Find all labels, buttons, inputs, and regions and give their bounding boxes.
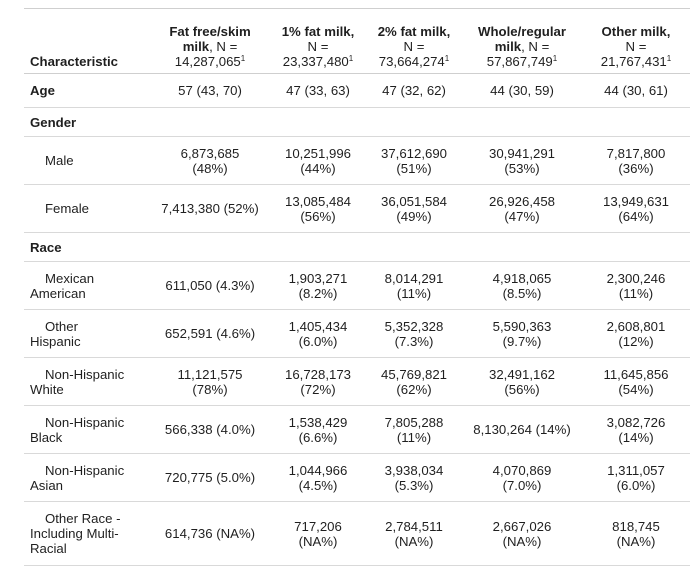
table-cell: 11,645,856 (54%): [582, 357, 690, 406]
footnote-mark: 1: [666, 54, 672, 63]
row-label: Non-Hispanic White: [24, 357, 150, 406]
table-cell: 2,667,026 (NA%): [462, 501, 582, 566]
table-cell: 57 (43, 70): [150, 73, 270, 108]
table-row: Other Hispanic 652,591 (4.6%) 1,405,434 (6.0…: [24, 309, 690, 358]
table-row: Other Race - Including Multi- Racial 614,73…: [24, 501, 690, 566]
table-row: Age 57 (43, 70) 47 (33, 63) 47 (32, 62) …: [24, 73, 690, 108]
header-whole-milk: Whole/regular milk, N = 57,867,7491: [462, 8, 582, 74]
row-label: Other Race - Including Multi- Racial: [24, 501, 150, 566]
table-cell: 2,784,511 (NA%): [366, 501, 462, 566]
section-row: Race: [24, 232, 690, 262]
table-cell: 2,300,246 (11%): [582, 261, 690, 310]
row-label: Non-Hispanic Black: [24, 405, 150, 454]
table-cell: 7,817,800 (36%): [582, 136, 690, 185]
header-other-milk: Other milk, N = 21,767,4311: [582, 8, 690, 74]
row-label: Female: [24, 184, 150, 233]
table-cell: 720,775 (5.0%): [150, 453, 270, 502]
table-cell: 7,413,380 (52%): [150, 184, 270, 233]
table-cell: 37,612,690 (51%): [366, 136, 462, 185]
header-characteristic: Characteristic: [24, 8, 150, 74]
table-cell: 818,745 (NA%): [582, 501, 690, 566]
table-cell: 4,918,065 (8.5%): [462, 261, 582, 310]
table-cell: 13,949,631 (64%): [582, 184, 690, 233]
table-cell: 47 (32, 62): [366, 73, 462, 108]
table-cell: 13,085,484 (56%): [270, 184, 366, 233]
table-row: Non-Hispanic White 11,121,575 (78%) 16,728,1…: [24, 357, 690, 406]
row-label: Other Hispanic: [24, 309, 150, 358]
table-cell: 26,926,458 (47%): [462, 184, 582, 233]
table-cell: 30,941,291 (53%): [462, 136, 582, 185]
table-cell: 36,051,584 (49%): [366, 184, 462, 233]
table-row: Non-Hispanic Black 566,338 (4.0%) 1,538,429…: [24, 405, 690, 454]
footnote-mark: 1: [348, 54, 354, 63]
table-cell: 1,903,271 (8.2%): [270, 261, 366, 310]
table-cell: 717,206 (NA%): [270, 501, 366, 566]
table-cell: 44 (30, 59): [462, 73, 582, 108]
table-row: Male 6,873,685 (48%) 10,251,996 (44%) 37,612,…: [24, 136, 690, 185]
table-cell: 3,938,034 (5.3%): [366, 453, 462, 502]
table-cell: 5,352,328 (7.3%): [366, 309, 462, 358]
table-row: Female 7,413,380 (52%) 13,085,484 (56%) 36,0…: [24, 184, 690, 233]
table-row: Non-Hispanic Asian 720,775 (5.0%) 1,044,966…: [24, 453, 690, 502]
table-cell: 611,050 (4.3%): [150, 261, 270, 310]
table-cell: 2,608,801 (12%): [582, 309, 690, 358]
section-label: Race: [24, 232, 150, 262]
header-fat-free-skim: Fat free/skim milk, N = 14,287,0651: [150, 8, 270, 74]
table-cell: 16,728,173 (72%): [270, 357, 366, 406]
header-2pct-milk: 2% fat milk, N = 73,664,2741: [366, 8, 462, 74]
row-label: Age: [24, 73, 150, 108]
table-cell: 47 (33, 63): [270, 73, 366, 108]
table-cell: 4,070,869 (7.0%): [462, 453, 582, 502]
table-cell: 5,590,363 (9.7%): [462, 309, 582, 358]
table-cell: 6,873,685 (48%): [150, 136, 270, 185]
table-cell: 8,130,264 (14%): [462, 405, 582, 454]
table-row: Mexican American 611,050 (4.3%) 1,903,271 (8…: [24, 261, 690, 310]
table-cell: 8,014,291 (11%): [366, 261, 462, 310]
table-cell: 652,591 (4.6%): [150, 309, 270, 358]
table-cell: 1,311,057 (6.0%): [582, 453, 690, 502]
table-cell: 10,251,996 (44%): [270, 136, 366, 185]
table-cell: 7,805,288 (11%): [366, 405, 462, 454]
section-row: Gender: [24, 107, 690, 137]
header-1pct-milk: 1% fat milk, N = 23,337,4801: [270, 8, 366, 74]
characteristics-table: Characteristic Fat free/skim milk, N = 1…: [24, 8, 690, 566]
header-row: Characteristic Fat free/skim milk, N = 1…: [24, 8, 690, 74]
footnote-mark: 1: [552, 54, 558, 63]
row-label: Male: [24, 136, 150, 185]
footnote-mark: 1: [240, 54, 246, 63]
table-cell: 11,121,575 (78%): [150, 357, 270, 406]
table-cell: 1,405,434 (6.0%): [270, 309, 366, 358]
row-label: Non-Hispanic Asian: [24, 453, 150, 502]
table-cell: 45,769,821 (62%): [366, 357, 462, 406]
footnote-mark: 1: [444, 54, 450, 63]
table-cell: 3,082,726 (14%): [582, 405, 690, 454]
row-label: Mexican American: [24, 261, 150, 310]
section-label: Gender: [24, 107, 150, 137]
table-cell: 1,538,429 (6.6%): [270, 405, 366, 454]
table-cell: 32,491,162 (56%): [462, 357, 582, 406]
table-cell: 566,338 (4.0%): [150, 405, 270, 454]
table-cell: 614,736 (NA%): [150, 501, 270, 566]
table-cell: 44 (30, 61): [582, 73, 690, 108]
table-cell: 1,044,966 (4.5%): [270, 453, 366, 502]
